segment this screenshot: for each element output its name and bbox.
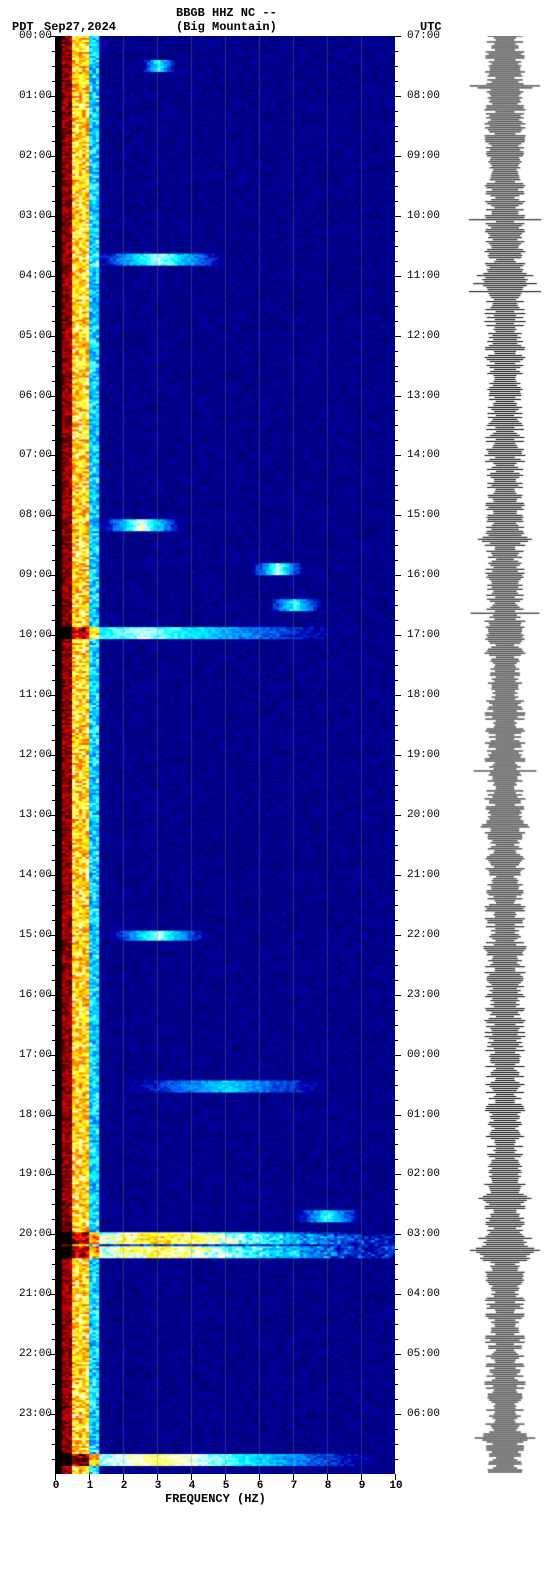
pdt-tick: 03:00: [8, 210, 52, 222]
pdt-tick: 18:00: [8, 1109, 52, 1121]
utc-tick: 23:00: [407, 989, 440, 1001]
pdt-tick: 06:00: [8, 390, 52, 402]
utc-tick: 10:00: [407, 210, 440, 222]
utc-tick: 08:00: [407, 90, 440, 102]
spectrogram-canvas: [55, 36, 395, 1474]
utc-tick: 18:00: [407, 689, 440, 701]
utc-tick: 21:00: [407, 869, 440, 881]
station-line1: BBGB HHZ NC --: [176, 6, 277, 20]
pdt-tick: 04:00: [8, 270, 52, 282]
pdt-tick: 01:00: [8, 90, 52, 102]
utc-tick: 11:00: [407, 270, 440, 282]
freq-tick: 2: [117, 1480, 131, 1492]
utc-tick: 09:00: [407, 150, 440, 162]
utc-tick: 00:00: [407, 1049, 440, 1061]
utc-tick: 05:00: [407, 1348, 440, 1360]
pdt-tick: 20:00: [8, 1228, 52, 1240]
utc-tick: 03:00: [407, 1228, 440, 1240]
pdt-tick: 10:00: [8, 629, 52, 641]
pdt-tick: 13:00: [8, 809, 52, 821]
utc-tick: 07:00: [407, 30, 440, 42]
utc-tick: 01:00: [407, 1109, 440, 1121]
pdt-tick: 05:00: [8, 330, 52, 342]
utc-tick: 16:00: [407, 569, 440, 581]
freq-tick: 8: [321, 1480, 335, 1492]
utc-tick: 17:00: [407, 629, 440, 641]
freq-tick: 1: [83, 1480, 97, 1492]
utc-tick: 15:00: [407, 509, 440, 521]
pdt-tick: 19:00: [8, 1168, 52, 1180]
pdt-tick: 09:00: [8, 569, 52, 581]
freq-tick: 10: [389, 1480, 403, 1492]
freq-tick: 9: [355, 1480, 369, 1492]
utc-tick: 22:00: [407, 929, 440, 941]
utc-tick: 04:00: [407, 1288, 440, 1300]
freq-tick: 6: [253, 1480, 267, 1492]
utc-tick: 19:00: [407, 749, 440, 761]
pdt-tick: 12:00: [8, 749, 52, 761]
pdt-tick: 16:00: [8, 989, 52, 1001]
date-label: Sep27,2024: [44, 20, 116, 34]
freq-tick: 5: [219, 1480, 233, 1492]
utc-tick: 13:00: [407, 390, 440, 402]
utc-tick: 12:00: [407, 330, 440, 342]
utc-tick: 20:00: [407, 809, 440, 821]
pdt-tick: 17:00: [8, 1049, 52, 1061]
pdt-tick: 21:00: [8, 1288, 52, 1300]
freq-tick: 4: [185, 1480, 199, 1492]
freq-tick: 7: [287, 1480, 301, 1492]
utc-tick: 02:00: [407, 1168, 440, 1180]
utc-tick: 14:00: [407, 449, 440, 461]
station-line2: (Big Mountain): [176, 20, 277, 34]
pdt-tick: 02:00: [8, 150, 52, 162]
utc-tick: 06:00: [407, 1408, 440, 1420]
waveform-canvas: [462, 36, 548, 1474]
freq-tick: 0: [49, 1480, 63, 1492]
pdt-tick: 14:00: [8, 869, 52, 881]
pdt-tick: 07:00: [8, 449, 52, 461]
pdt-tick: 23:00: [8, 1408, 52, 1420]
pdt-tick: 15:00: [8, 929, 52, 941]
pdt-tick: 11:00: [8, 689, 52, 701]
freq-tick: 3: [151, 1480, 165, 1492]
pdt-tick: 22:00: [8, 1348, 52, 1360]
xaxis-title: FREQUENCY (HZ): [165, 1492, 266, 1506]
pdt-tick: 00:00: [8, 30, 52, 42]
pdt-tick: 08:00: [8, 509, 52, 521]
